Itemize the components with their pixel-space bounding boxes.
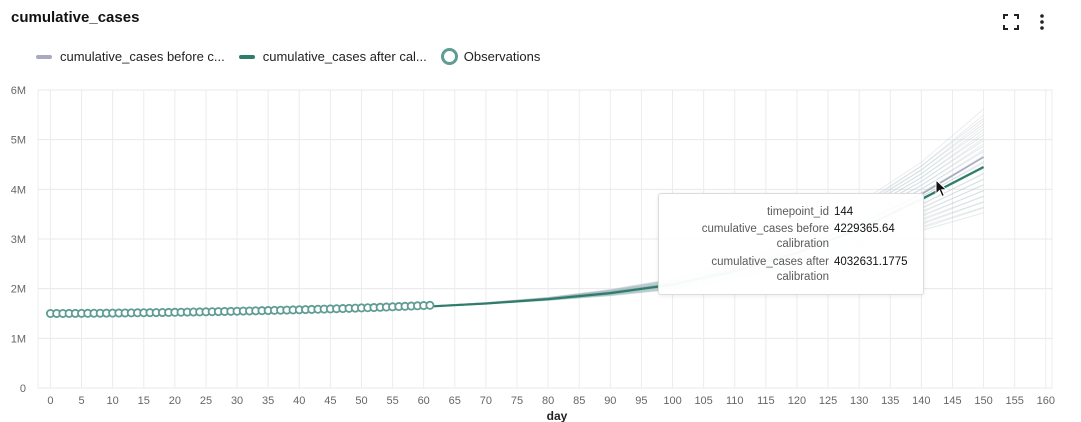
- x-tick-label: 160: [1037, 395, 1055, 407]
- x-tick-label: 25: [200, 395, 212, 407]
- x-tick-label: 20: [169, 395, 181, 407]
- y-tick-label: 2M: [11, 284, 26, 296]
- y-tick-label: 0: [20, 383, 26, 395]
- x-tick-label: 35: [262, 395, 274, 407]
- x-tick-label: 60: [418, 395, 430, 407]
- x-tick-label: 155: [1005, 395, 1023, 407]
- x-tick-label: 110: [726, 395, 744, 407]
- tooltip-value: 144: [834, 206, 854, 218]
- x-tick-label: 135: [881, 395, 899, 407]
- tooltip: timepoint_id 144 cumulative_cases before…: [658, 193, 924, 295]
- x-axis-label: day: [547, 409, 568, 422]
- x-tick-label: 90: [604, 395, 616, 407]
- legend-item-before[interactable]: cumulative_cases before c...: [36, 49, 225, 64]
- x-tick-label: 65: [449, 395, 461, 407]
- legend-swatch-observations: [440, 48, 458, 65]
- x-tick-label: 120: [788, 395, 806, 407]
- x-tick-label: 40: [293, 395, 305, 407]
- x-tick-label: 85: [573, 395, 585, 407]
- tooltip-value: 4032631.1775: [834, 256, 908, 268]
- more-vertical-icon[interactable]: [1032, 12, 1052, 32]
- legend-label-observations: Observations: [463, 49, 541, 64]
- legend-label-before: cumulative_cases before c...: [60, 49, 225, 64]
- legend-swatch-after: [238, 54, 255, 59]
- y-tick-label: 4M: [11, 184, 26, 196]
- x-tick-label: 105: [694, 395, 712, 407]
- legend: cumulative_cases before c... cumulative_…: [36, 48, 554, 65]
- y-tick-label: 1M: [11, 333, 26, 345]
- observation-point: [425, 300, 435, 310]
- x-tick-label: 150: [974, 395, 992, 407]
- legend-item-observations[interactable]: Observations: [440, 48, 541, 65]
- legend-label-after: cumulative_cases after cal...: [262, 49, 427, 64]
- x-tick-label: 30: [231, 395, 243, 407]
- x-tick-label: 95: [635, 395, 647, 407]
- x-tick-label: 70: [480, 395, 492, 407]
- y-tick-label: 6M: [11, 85, 26, 97]
- legend-swatch-before: [36, 54, 52, 59]
- x-tick-label: 5: [78, 395, 84, 407]
- tooltip-key: cumulative_cases before calibration: [701, 223, 829, 250]
- y-tick-label: 5M: [11, 135, 26, 147]
- x-tick-label: 55: [386, 395, 398, 407]
- x-tick-label: 115: [757, 395, 775, 407]
- tooltip-value: 4229365.64: [834, 223, 895, 235]
- x-tick-label: 75: [511, 395, 523, 407]
- x-tick-label: 80: [542, 395, 554, 407]
- x-tick-label: 100: [663, 395, 681, 407]
- x-tick-label: 125: [819, 395, 837, 407]
- y-tick-label: 3M: [11, 234, 26, 246]
- fullscreen-icon[interactable]: [1001, 12, 1021, 32]
- x-tick-label: 145: [943, 395, 961, 407]
- x-tick-label: 0: [47, 395, 53, 407]
- x-tick-label: 50: [355, 395, 367, 407]
- x-tick-label: 10: [107, 395, 119, 407]
- mouse-cursor-icon: [935, 178, 949, 204]
- x-tick-label: 130: [850, 395, 868, 407]
- x-tick-label: 140: [912, 395, 930, 407]
- tooltip-key: timepoint_id: [766, 206, 829, 218]
- tooltip-key: cumulative_cases after calibration: [711, 256, 829, 283]
- legend-item-after[interactable]: cumulative_cases after cal...: [238, 49, 427, 64]
- x-tick-label: 15: [138, 395, 150, 407]
- chart-title: cumulative_cases: [11, 9, 140, 26]
- x-tick-label: 45: [324, 395, 336, 407]
